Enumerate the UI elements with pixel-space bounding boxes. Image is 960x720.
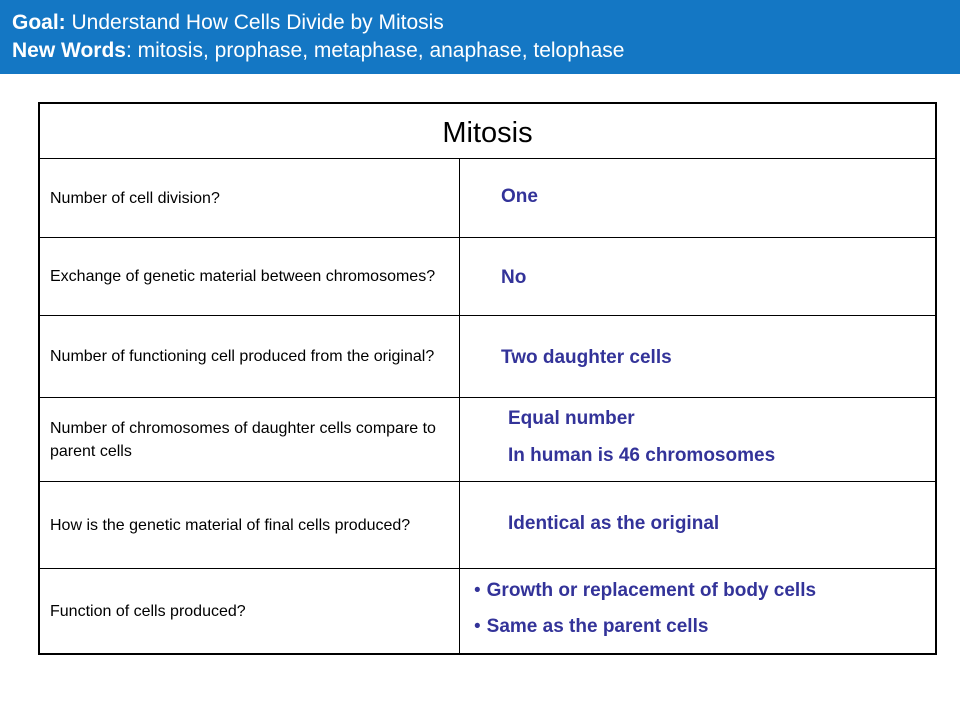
answer-bullet: Same as the parent cells [474,615,816,651]
question-cell: Function of cells produced? [40,569,460,653]
goal-line: Goal: Understand How Cells Divide by Mit… [12,9,960,37]
answer-cell: Identical as the original [460,482,935,568]
header-bar: Goal: Understand How Cells Divide by Mit… [0,0,960,74]
answer-cell: One [460,159,935,237]
table-row: Number of chromosomes of daughter cells … [40,398,935,482]
goal-text: Understand How Cells Divide by Mitosis [65,11,444,34]
answer-text: Identical as the original [508,513,720,534]
answer-text: In human is 46 chromosomes [508,445,776,466]
table-title: Mitosis [40,104,935,159]
answer-cell: Two daughter cells [460,316,935,397]
answer-text: No [501,267,527,288]
answer-cell: Equal number In human is 46 chromosomes [460,398,935,481]
question-cell: How is the genetic material of final cel… [40,482,460,568]
question-cell: Exchange of genetic material between chr… [40,238,460,315]
question-cell: Number of functioning cell produced from… [40,316,460,397]
answer-text: One [501,186,538,207]
table-row: Number of functioning cell produced from… [40,316,935,398]
new-words-label: New Words [12,39,126,62]
answer-cell: Growth or replacement of body cells Same… [460,569,935,653]
new-words-line: New Words: mitosis, prophase, metaphase,… [12,37,960,65]
answer-text: Two daughter cells [501,347,672,368]
goal-label: Goal: [12,11,66,34]
question-cell: Number of cell division? [40,159,460,237]
mitosis-table: Mitosis Number of cell division? One Exc… [38,102,937,655]
answer-cell: No [460,238,935,315]
answer-bullet: Growth or replacement of body cells [474,579,816,615]
new-words-text: : mitosis, prophase, metaphase, anaphase… [125,39,625,62]
answer-bullet-list: Growth or replacement of body cells Same… [474,579,816,651]
table-row: Number of cell division? One [40,159,935,238]
table-row: Exchange of genetic material between chr… [40,238,935,316]
answer-text: Equal number [508,408,635,429]
table-row: Function of cells produced? Growth or re… [40,569,935,653]
question-cell: Number of chromosomes of daughter cells … [40,398,460,481]
table-row: How is the genetic material of final cel… [40,482,935,569]
